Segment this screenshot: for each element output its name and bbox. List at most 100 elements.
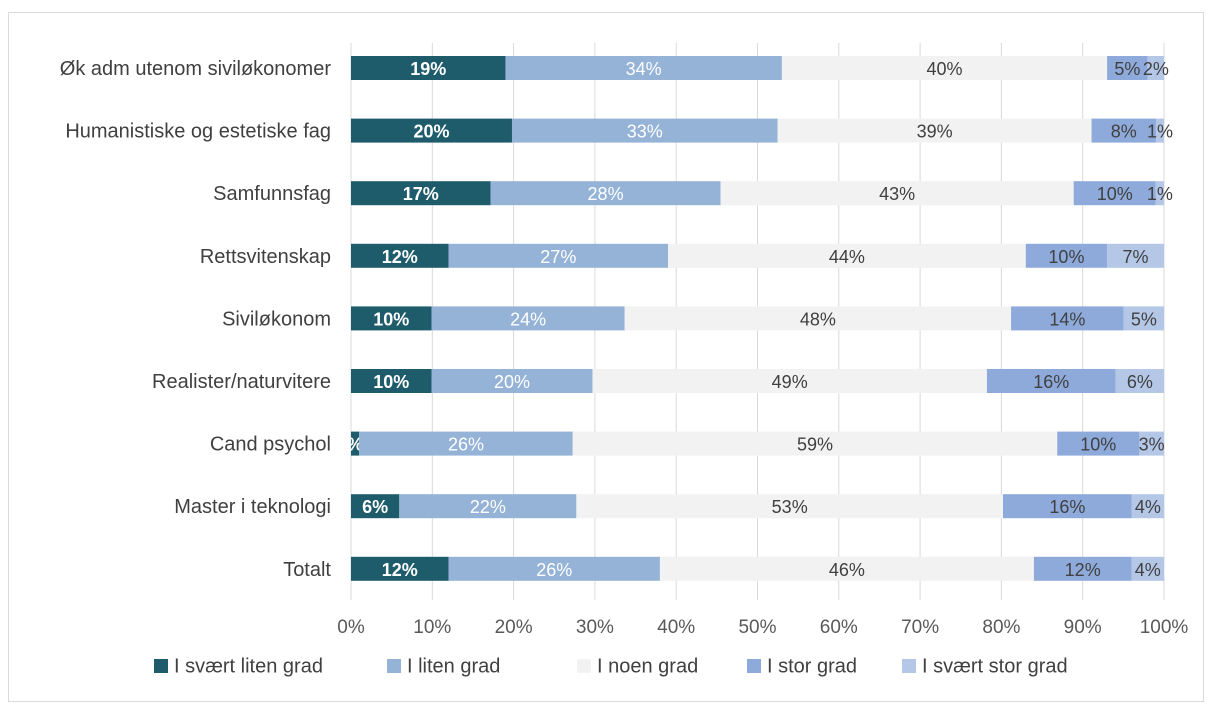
- data-label: 20%: [413, 122, 449, 142]
- data-label: 12%: [382, 247, 418, 267]
- bar-segment: [448, 556, 660, 581]
- data-label: 27%: [540, 247, 576, 267]
- bar-segment: [1155, 118, 1164, 143]
- legend-swatch: [902, 659, 916, 673]
- data-label: 26%: [448, 435, 484, 455]
- data-label: 7%: [1123, 247, 1149, 267]
- x-axis-tick-labels: 0% 10% 20% 30% 40% 50% 60% 70% 80% 90% 100%: [337, 617, 1188, 638]
- x-tick-label: 30%: [576, 617, 614, 638]
- x-tick-label: 10%: [413, 617, 451, 638]
- legend-swatch: [577, 659, 591, 673]
- data-label: 6%: [1127, 372, 1153, 392]
- x-tick-label: 20%: [495, 617, 533, 638]
- bar-segment: [1057, 431, 1140, 456]
- data-label: 28%: [588, 184, 624, 204]
- legend-label: I svært stor grad: [922, 656, 1068, 678]
- bar-segment: [1003, 494, 1132, 519]
- data-label: 4%: [1135, 560, 1161, 580]
- bar-segment: [448, 243, 669, 268]
- data-label: 12%: [382, 560, 418, 580]
- data-label: 10%: [373, 372, 409, 392]
- data-label: 59%: [797, 435, 833, 455]
- data-label: 26%: [536, 560, 572, 580]
- x-tick-label: 40%: [657, 617, 695, 638]
- data-label: 17%: [403, 184, 439, 204]
- legend-label: I noen grad: [597, 656, 698, 678]
- x-tick-label: 0%: [337, 617, 365, 638]
- bar-segment: [351, 494, 400, 519]
- data-label: 10%: [373, 309, 409, 329]
- bar-segment: [1123, 306, 1164, 331]
- data-label: 24%: [510, 309, 546, 329]
- data-label: 44%: [829, 247, 865, 267]
- data-label: 20%: [494, 372, 530, 392]
- bar-segment: [1107, 56, 1148, 80]
- bar-segment: [1073, 181, 1156, 206]
- category-label: Totalt: [283, 559, 331, 581]
- data-label: 1%: [1147, 184, 1173, 204]
- bar-segment: [777, 118, 1092, 143]
- bar-segment: [351, 556, 449, 581]
- bar-segment: [431, 306, 625, 331]
- bar-segment: [351, 181, 491, 206]
- chart-frame: 19% 34% 40% 5% 2% 20% 33% 39% 8% 1% 17% 28% 43% 10% 1%…: [8, 12, 1204, 702]
- legend-label: I stor grad: [767, 656, 857, 678]
- data-label: 46%: [829, 560, 865, 580]
- data-label: 16%: [1033, 372, 1069, 392]
- category-label: Øk adm utenom siviløkonomer: [60, 58, 332, 80]
- category-label: Cand psychol: [210, 434, 331, 456]
- bar-segment: [781, 56, 1108, 80]
- legend-label: I svært liten grad: [174, 656, 323, 678]
- bar-segment: [1115, 369, 1164, 393]
- category-label: Master i teknologi: [174, 496, 331, 518]
- data-label: 2%: [1143, 59, 1169, 79]
- data-label: 39%: [917, 122, 953, 142]
- data-label: 34%: [626, 59, 662, 79]
- data-label: 16%: [1049, 497, 1085, 517]
- data-label: 10%: [1097, 184, 1133, 204]
- bar-segment: [986, 369, 1116, 393]
- bar-segment: [351, 56, 506, 80]
- bar-segment: [351, 431, 360, 456]
- category-label: Realister/naturvitere: [152, 371, 331, 393]
- category-label: Siviløkonom: [222, 308, 331, 330]
- legend-swatch: [747, 659, 761, 673]
- data-label: 12%: [1065, 560, 1101, 580]
- data-label: 10%: [1080, 435, 1116, 455]
- category-label: Humanistiske og estetiske fag: [65, 121, 331, 143]
- legend-label: I liten grad: [407, 656, 500, 678]
- data-label: 22%: [470, 497, 506, 517]
- x-tick-label: 60%: [820, 617, 858, 638]
- bar-segment: [1155, 181, 1164, 206]
- x-tick-label: 90%: [1064, 617, 1102, 638]
- bar-segment: [351, 306, 432, 331]
- bar-segment: [1139, 431, 1164, 456]
- bar-segment: [1011, 306, 1124, 331]
- bar-segment: [624, 306, 1012, 331]
- legend: I svært liten grad I liten grad I noen gra…: [154, 656, 1068, 678]
- bar-segment: [576, 494, 1004, 519]
- data-label: 3%: [1139, 435, 1165, 455]
- bar-segment: [1131, 494, 1164, 519]
- bar-segment: [1025, 243, 1108, 268]
- bar-segment: [1131, 556, 1164, 581]
- bar-segment: [511, 118, 778, 143]
- category-label: Samfunnsfag: [213, 183, 331, 205]
- x-tick-label: 80%: [982, 617, 1020, 638]
- x-tick-label: 100%: [1140, 617, 1189, 638]
- data-label: 8%: [1111, 122, 1137, 142]
- bars: 19% 34% 40% 5% 2%20% 33% 39% 8% 1%17% 28% 43% 10% 1%…: [347, 56, 1173, 581]
- data-label: 5%: [1131, 309, 1157, 329]
- data-label: %: [347, 435, 363, 455]
- bar-segment: [1107, 243, 1164, 268]
- x-tick-label: 50%: [738, 617, 776, 638]
- bar-segment: [572, 431, 1058, 456]
- bar-segment: [720, 181, 1074, 206]
- bar-segment: [431, 369, 593, 393]
- data-label: 48%: [800, 309, 836, 329]
- bar-segment: [359, 431, 573, 456]
- data-label: 19%: [410, 59, 446, 79]
- bar-segment: [351, 369, 432, 393]
- bar-segment: [505, 56, 782, 80]
- category-label: Rettsvitenskap: [200, 246, 331, 268]
